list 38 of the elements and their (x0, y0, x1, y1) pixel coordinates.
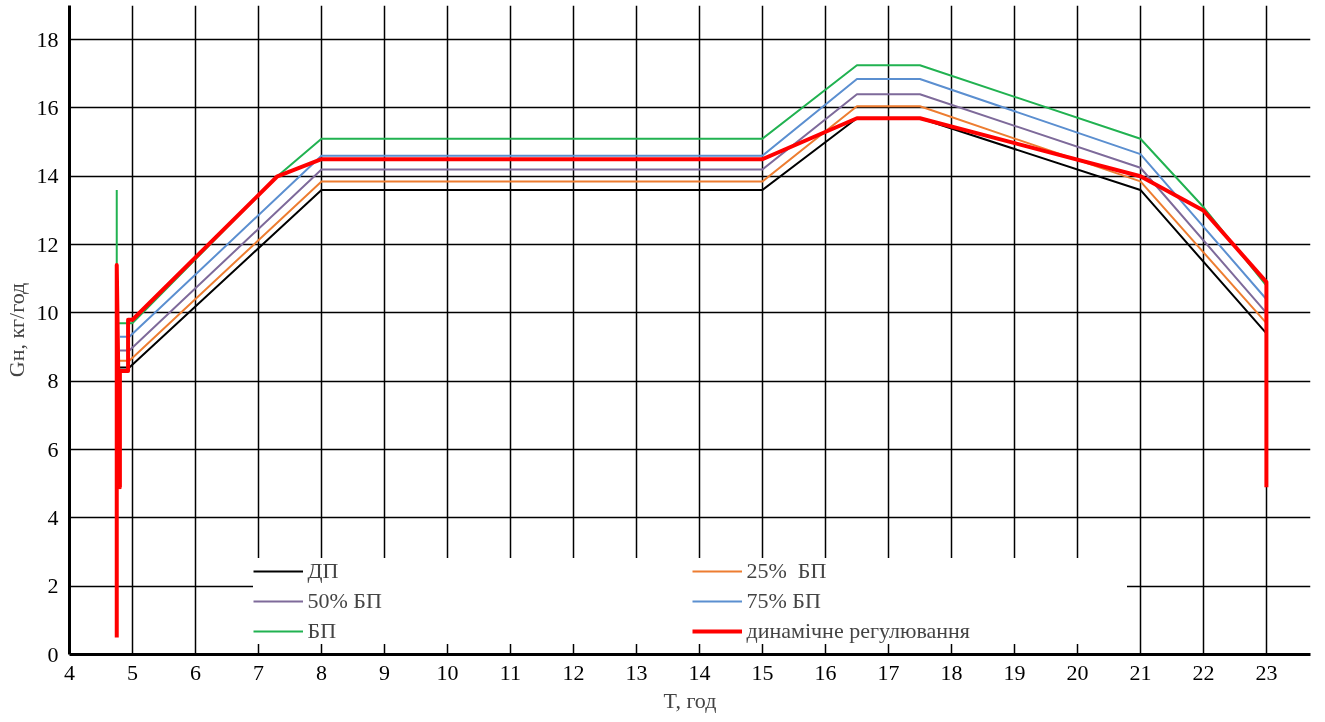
y-tick-label: 8 (47, 368, 59, 394)
x-tick-label: 14 (688, 659, 711, 685)
x-tick-label: 12 (562, 659, 585, 685)
y-tick-label: 14 (36, 163, 59, 189)
x-tick-label: 17 (877, 659, 900, 685)
x-tick-label: 9 (378, 659, 390, 685)
legend-label: БП (307, 618, 338, 644)
x-tick-label: 19 (1003, 659, 1026, 685)
x-tick-label: 13 (625, 659, 648, 685)
x-tick-label: 11 (499, 659, 522, 685)
x-tick-label: 23 (1255, 659, 1278, 685)
legend-label: ДП (307, 558, 340, 584)
x-tick-label: 21 (1129, 659, 1152, 685)
y-tick-label: 12 (36, 231, 59, 257)
x-tick-label: 16 (814, 659, 837, 685)
y-axis-title: Gн, кг/год (3, 282, 29, 378)
x-tick-label: 10 (436, 659, 459, 685)
x-tick-label: 15 (751, 659, 774, 685)
legend-label: 50% БП (307, 588, 383, 614)
legend-label: 25% БП (746, 558, 828, 584)
x-tick-label: 6 (189, 659, 201, 685)
x-tick-label: 22 (1192, 659, 1215, 685)
y-tick-label: 18 (36, 26, 59, 52)
legend-label: 75% БП (746, 588, 822, 614)
y-tick-label: 16 (36, 94, 59, 120)
y-tick-label: 10 (36, 299, 59, 325)
x-axis-title: T, год (663, 687, 717, 713)
x-tick-label: 4 (64, 659, 75, 685)
y-tick-label: 6 (47, 436, 59, 462)
x-tick-label: 5 (126, 659, 138, 685)
legend-label: динамічне регулювання (746, 618, 971, 644)
x-tick-label: 20 (1066, 659, 1089, 685)
x-tick-label: 8 (315, 659, 327, 685)
x-tick-label: 7 (252, 659, 264, 685)
y-tick-label: 4 (47, 504, 59, 530)
x-tick-label: 18 (940, 659, 963, 685)
y-tick-label: 2 (47, 573, 59, 599)
y-tick-label: 0 (47, 641, 59, 667)
